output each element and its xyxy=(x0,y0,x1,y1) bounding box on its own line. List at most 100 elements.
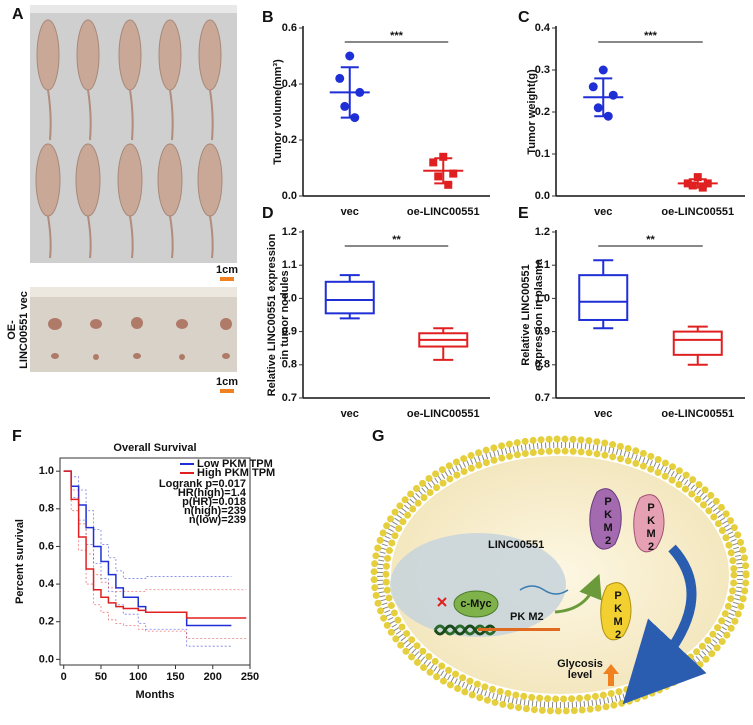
y-tick-label: 0.9 xyxy=(535,326,550,338)
y-tick-label: 0.0 xyxy=(535,190,550,202)
sd-bar xyxy=(434,157,453,185)
y-tick-label: 1.0 xyxy=(535,292,550,304)
annotation: HR(high)=1.4 xyxy=(178,487,247,499)
gene-label: PK M2 xyxy=(510,611,544,623)
annotation: p(HR)=0.018 xyxy=(182,496,246,508)
x-tick-label: 200 xyxy=(204,671,222,683)
y-tick-label: 0.0 xyxy=(39,653,54,665)
y-axis-label: expression in plasma xyxy=(533,258,545,371)
significance-label: ** xyxy=(646,234,655,246)
data-point xyxy=(693,173,702,182)
confidence-line xyxy=(63,470,232,579)
panel-label: E xyxy=(518,205,529,222)
data-point xyxy=(345,51,355,61)
y-tick-label: 0.0 xyxy=(282,190,297,202)
box xyxy=(672,330,723,356)
y-tick-label: 0.8 xyxy=(39,503,54,515)
whisker xyxy=(339,274,360,320)
lnc-label: LINC00551 xyxy=(488,539,544,551)
x-tick-label: oe-LINC00551 xyxy=(661,408,734,420)
y-axis-label: Percent survival xyxy=(14,519,26,604)
legend-label: Low PKM TPM xyxy=(197,458,273,470)
protein-label: PKM2 xyxy=(602,496,614,548)
y-tick-label: 0.8 xyxy=(535,359,550,371)
data-point xyxy=(340,101,350,111)
plot-frame xyxy=(59,457,251,666)
protein-label: PKM2 xyxy=(645,502,657,554)
y-tick-label: 0.4 xyxy=(535,22,551,34)
panel-label: F xyxy=(12,428,22,445)
y-tick-label: 0.4 xyxy=(282,78,298,90)
y-tick-label: 0.7 xyxy=(535,392,550,404)
y-axis-label: Relative LINC00551 xyxy=(520,264,532,366)
x-tick-label: 50 xyxy=(95,671,107,683)
y-tick-label: 0.4 xyxy=(39,578,55,590)
y-tick-label: 0.6 xyxy=(39,540,54,552)
panel-label: C xyxy=(518,9,530,26)
x-tick-label: oe-LINC00551 xyxy=(407,206,480,218)
significance-label: *** xyxy=(390,30,404,42)
data-point xyxy=(588,82,598,92)
data-point xyxy=(593,103,603,113)
y-tick-label: 0.2 xyxy=(39,616,54,628)
x-tick-label: 250 xyxy=(241,671,259,683)
survival-line xyxy=(63,470,247,619)
scale-label: 1cm xyxy=(216,264,238,276)
whisker xyxy=(593,259,614,330)
x-tick-label: vec xyxy=(594,408,612,420)
y-tick-label: 1.1 xyxy=(535,259,550,271)
panel-label: G xyxy=(372,428,384,445)
sd-bar xyxy=(340,66,359,119)
x-tick-label: oe-LINC00551 xyxy=(407,408,480,420)
y-tick-label: 0.8 xyxy=(282,359,297,371)
sd-bar xyxy=(688,178,707,189)
data-point xyxy=(688,181,697,190)
data-point xyxy=(598,65,608,75)
panel-label: B xyxy=(262,9,274,26)
protein-label: PKM2 xyxy=(612,590,624,642)
y-tick-label: 0.3 xyxy=(535,64,550,76)
x-tick-label: 100 xyxy=(129,671,147,683)
glycosis-label: Glycosis xyxy=(557,658,603,670)
data-point xyxy=(434,172,443,181)
significance-label: *** xyxy=(644,30,658,42)
significance-label: ** xyxy=(392,234,401,246)
sd-bar xyxy=(594,77,613,118)
data-point xyxy=(449,169,458,178)
box xyxy=(324,280,375,315)
legend-label: High PKM TPM xyxy=(197,467,275,479)
tumor-photo xyxy=(30,287,237,393)
data-point xyxy=(429,158,438,167)
y-axis-label: Tumor volume(mm³) xyxy=(272,59,284,165)
y-tick-label: 1.0 xyxy=(282,292,297,304)
y-tick-label: 1.1 xyxy=(282,259,297,271)
box xyxy=(578,274,629,321)
y-tick-label: 0.9 xyxy=(282,326,297,338)
whisker xyxy=(433,327,454,361)
y-axis-label: Relative LINC00551 expression xyxy=(266,233,278,396)
annotation: n(low)=239 xyxy=(189,514,246,526)
y-tick-label: 0.2 xyxy=(535,106,550,118)
x-tick-label: vec xyxy=(594,206,612,218)
scale-label: 1cm xyxy=(216,376,238,388)
y-tick-label: 1.2 xyxy=(535,226,550,238)
myc-label: c-Myc xyxy=(460,598,491,610)
data-point xyxy=(439,152,448,161)
annotation: n(high)=239 xyxy=(184,505,246,517)
annotation: Logrank p=0.017 xyxy=(159,478,246,490)
whisker xyxy=(687,325,708,366)
x-tick-label: oe-LINC00551 xyxy=(661,206,734,218)
y-tick-label: 1.2 xyxy=(282,226,297,238)
panel-label: D xyxy=(262,205,274,222)
mouse-photo xyxy=(30,5,237,281)
y-tick-label: 0.2 xyxy=(282,134,297,146)
y-tick-label: 0.6 xyxy=(282,22,297,34)
x-tick-label: 150 xyxy=(166,671,184,683)
x-tick-label: 0 xyxy=(61,671,67,683)
glycosis-label: level xyxy=(568,669,592,681)
x-tick-label: vec xyxy=(341,206,359,218)
confidence-line xyxy=(63,470,247,640)
y-axis-label: in tumor nodules xyxy=(279,270,291,359)
y-axis-label: Tumor weight(g) xyxy=(526,69,538,155)
